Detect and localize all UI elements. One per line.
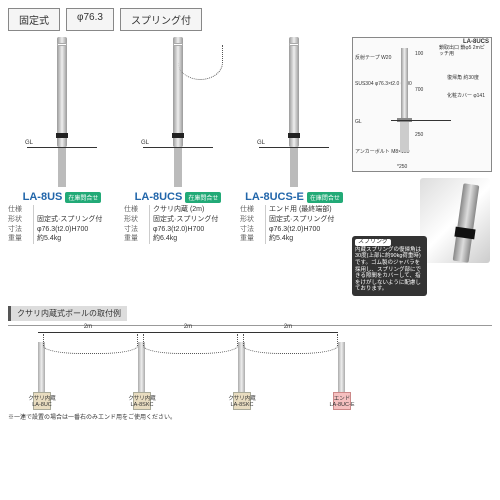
weight-val: 約5.4kg bbox=[34, 234, 116, 244]
model-code: LA-8UCS bbox=[135, 191, 183, 203]
size-val: φ76.3(t2.0)H700 bbox=[34, 225, 116, 235]
install-chain bbox=[143, 334, 238, 354]
install-pole bbox=[38, 342, 45, 392]
model-code: LA-8UCS-E bbox=[245, 191, 304, 203]
bollard-illustration bbox=[143, 37, 213, 187]
weight-val: 約6.4kg bbox=[150, 234, 232, 244]
product-1: LA-8UCS在庫問合せ 仕様クサリ内蔵 (2m) 形状固定式·スプリング付 寸… bbox=[124, 37, 232, 296]
product-row: LA-8US在庫問合せ 仕様 形状固定式·スプリング付 寸法φ76.3(t2.0… bbox=[8, 37, 348, 296]
install-pole bbox=[338, 342, 345, 392]
install-pole bbox=[238, 342, 245, 392]
tech-diagram: LA-8UCS 反射テープ W20 SUS304 φ76.3×t2.0 #400… bbox=[352, 37, 492, 172]
spring-title: スプリング bbox=[355, 239, 391, 246]
install-dim: 2m bbox=[238, 324, 338, 330]
spring-info: スプリング 内蔵スプリングの復帰角は30度(上部に約90kg荷重時)です。ゴム製… bbox=[352, 176, 492, 296]
shape-val: 固定式·スプリング付 bbox=[266, 215, 348, 225]
spec-val bbox=[34, 205, 116, 215]
product-0: LA-8US在庫問合せ 仕様 形状固定式·スプリング付 寸法φ76.3(t2.0… bbox=[8, 37, 116, 296]
product-2: LA-8UCS-E在庫問合せ 仕様エンド用 (最終端部) 形状固定式·スプリング… bbox=[240, 37, 348, 296]
shape-val: 固定式·スプリング付 bbox=[150, 215, 232, 225]
shape-val: 固定式·スプリング付 bbox=[34, 215, 116, 225]
install-example: クサリ内蔵式ポールの取付例 クサリ内蔵LA-8UC 2m クサリ内蔵LA-8SK… bbox=[8, 306, 492, 421]
install-header: クサリ内蔵式ポールの取付例 bbox=[8, 306, 127, 321]
install-note: ※一連で設置の場合は一番右のみエンド用をご使用ください。 bbox=[8, 412, 492, 421]
stock-badge: 在庫問合せ bbox=[185, 192, 221, 203]
install-pole bbox=[138, 342, 145, 392]
size-val: φ76.3(t2.0)H700 bbox=[150, 225, 232, 235]
tab-fixed: 固定式 bbox=[8, 8, 60, 31]
tab-diameter: φ76.3 bbox=[66, 8, 114, 31]
model-code: LA-8US bbox=[23, 191, 63, 203]
install-label: クサリ内蔵LA-8SKC bbox=[120, 396, 164, 408]
tab-spring: スプリング付 bbox=[120, 8, 202, 31]
bollard-illustration bbox=[259, 37, 329, 187]
install-label: クサリ内蔵LA-8SKC bbox=[220, 396, 264, 408]
spring-desc: 内蔵スプリングの復帰角は30度(上部に約90kg荷重時)です。ゴム製のジャバラを… bbox=[355, 247, 421, 293]
install-dim: 2m bbox=[38, 324, 138, 330]
stock-badge: 在庫問合せ bbox=[307, 192, 343, 203]
install-dim: 2m bbox=[138, 324, 238, 330]
spec-val: エンド用 (最終端部) bbox=[266, 205, 348, 215]
stock-badge: 在庫問合せ bbox=[65, 192, 101, 203]
weight-val: 約5.4kg bbox=[266, 234, 348, 244]
size-val: φ76.3(t2.0)H700 bbox=[266, 225, 348, 235]
install-chain bbox=[243, 334, 338, 354]
install-label: クサリ内蔵LA-8UC bbox=[20, 396, 64, 408]
install-chain bbox=[43, 334, 138, 354]
install-label: エンドLA-8UC-E bbox=[320, 396, 364, 408]
bollard-illustration bbox=[27, 37, 97, 187]
top-tabs: 固定式 φ76.3 スプリング付 bbox=[8, 8, 492, 31]
spec-val: クサリ内蔵 (2m) bbox=[150, 205, 232, 215]
